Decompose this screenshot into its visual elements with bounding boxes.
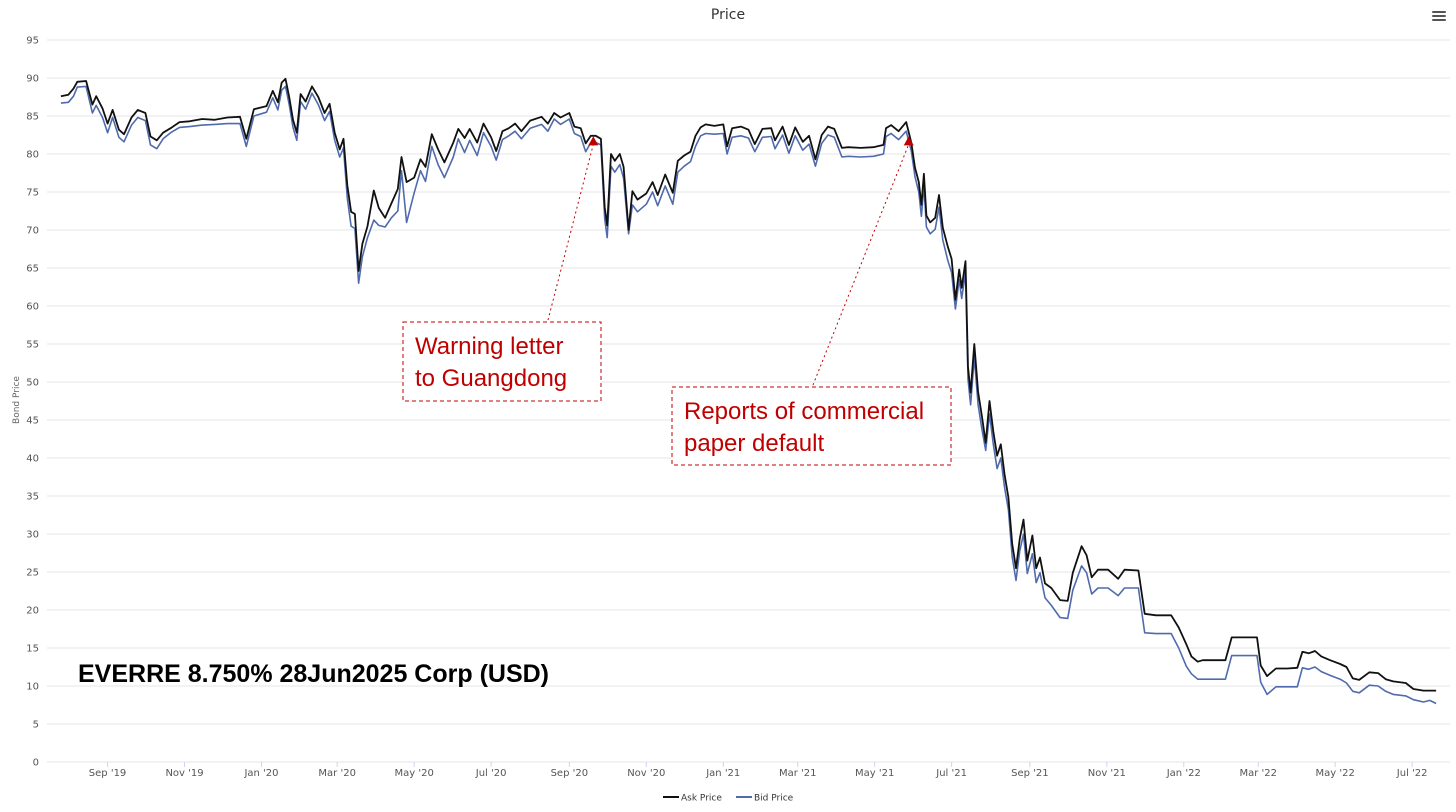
x-tick-label: Jul '21 (935, 768, 967, 779)
y-tick-label: 55 (26, 340, 39, 351)
y-tick-label: 40 (26, 454, 39, 465)
y-tick-label: 95 (26, 36, 39, 47)
x-tick-label: Mar '21 (779, 768, 817, 779)
bond-identifier-label: EVERRE 8.750% 28Jun2025 Corp (USD) (78, 660, 549, 688)
chart-title: Price (711, 7, 745, 23)
y-tick-label: 50 (26, 378, 39, 389)
annotations: Warning letter to Guangdong Reports of com… (402, 136, 952, 466)
series-lines (60, 77, 1437, 705)
hamburger-menu-icon[interactable] (1432, 9, 1446, 23)
x-tick-label: Jul '20 (475, 768, 507, 779)
annotation-box (671, 386, 952, 466)
legend-label: Bid Price (754, 794, 794, 804)
y-tick-label: 90 (26, 74, 39, 85)
x-tick-label: Jul '22 (1396, 768, 1428, 779)
annotation-leader-line (812, 144, 910, 386)
x-axis-ticks: Sep '19 Nov '19 Jan '20 Mar '20 May '20 Jul '… (89, 762, 1428, 779)
y-tick-label: 5 (33, 720, 39, 731)
bid-price-line (60, 85, 1437, 705)
annotation-marker (588, 136, 599, 146)
x-tick-label: May '22 (1316, 768, 1355, 779)
legend[interactable]: Ask Price Bid Price (663, 794, 794, 804)
annotation-text: to Guangdong (415, 365, 567, 392)
x-tick-label: Jan '20 (243, 768, 278, 779)
x-tick-label: Nov '19 (165, 768, 203, 779)
annotation-text: Warning letter (415, 333, 564, 360)
annotation-text: Reports of commercial (684, 398, 924, 425)
legend-item-ask-price[interactable]: Ask Price (663, 794, 722, 804)
y-tick-label: 80 (26, 150, 39, 161)
y-axis-label: Bond Price (12, 376, 22, 424)
y-tick-label: 20 (26, 606, 39, 617)
x-tick-label: Mar '20 (318, 768, 356, 779)
x-tick-label: Sep '19 (89, 768, 127, 779)
y-tick-label: 25 (26, 568, 39, 579)
x-tick-label: Jan '21 (705, 768, 740, 779)
x-tick-label: Sep '21 (1011, 768, 1049, 779)
y-tick-label: 85 (26, 112, 39, 123)
y-tick-label: 35 (26, 492, 39, 503)
menu-bar-2 (1432, 15, 1446, 17)
x-tick-label: Nov '20 (627, 768, 665, 779)
legend-label: Ask Price (681, 794, 722, 804)
y-tick-label: 0 (33, 758, 39, 769)
annotation-leader-line (547, 144, 594, 321)
y-tick-label: 60 (26, 302, 39, 313)
x-tick-label: Jan '22 (1166, 768, 1201, 779)
annotation-marker (903, 136, 914, 146)
y-tick-label: 30 (26, 530, 39, 541)
menu-bar-3 (1432, 19, 1446, 21)
annotation-box (402, 321, 602, 402)
x-tick-label: May '20 (394, 768, 433, 779)
legend-item-bid-price[interactable]: Bid Price (736, 794, 794, 804)
y-tick-label: 15 (26, 644, 39, 655)
x-tick-label: May '21 (855, 768, 894, 779)
x-tick-label: Nov '21 (1088, 768, 1126, 779)
x-tick-label: Mar '22 (1239, 768, 1277, 779)
annotation-text: paper default (684, 430, 824, 457)
y-tick-label: 65 (26, 264, 39, 275)
y-tick-label: 70 (26, 226, 39, 237)
x-tick-label: Sep '20 (551, 768, 589, 779)
menu-bar-1 (1432, 11, 1446, 13)
y-axis-ticks: 0 5 10 15 20 25 30 35 40 45 50 55 60 65 70 75 80 85 90 95 (26, 36, 39, 769)
y-tick-label: 75 (26, 188, 39, 199)
y-tick-label: 10 (26, 682, 39, 693)
ask-price-line (60, 77, 1437, 692)
grid-lines (47, 39, 1450, 763)
y-tick-label: 45 (26, 416, 39, 427)
